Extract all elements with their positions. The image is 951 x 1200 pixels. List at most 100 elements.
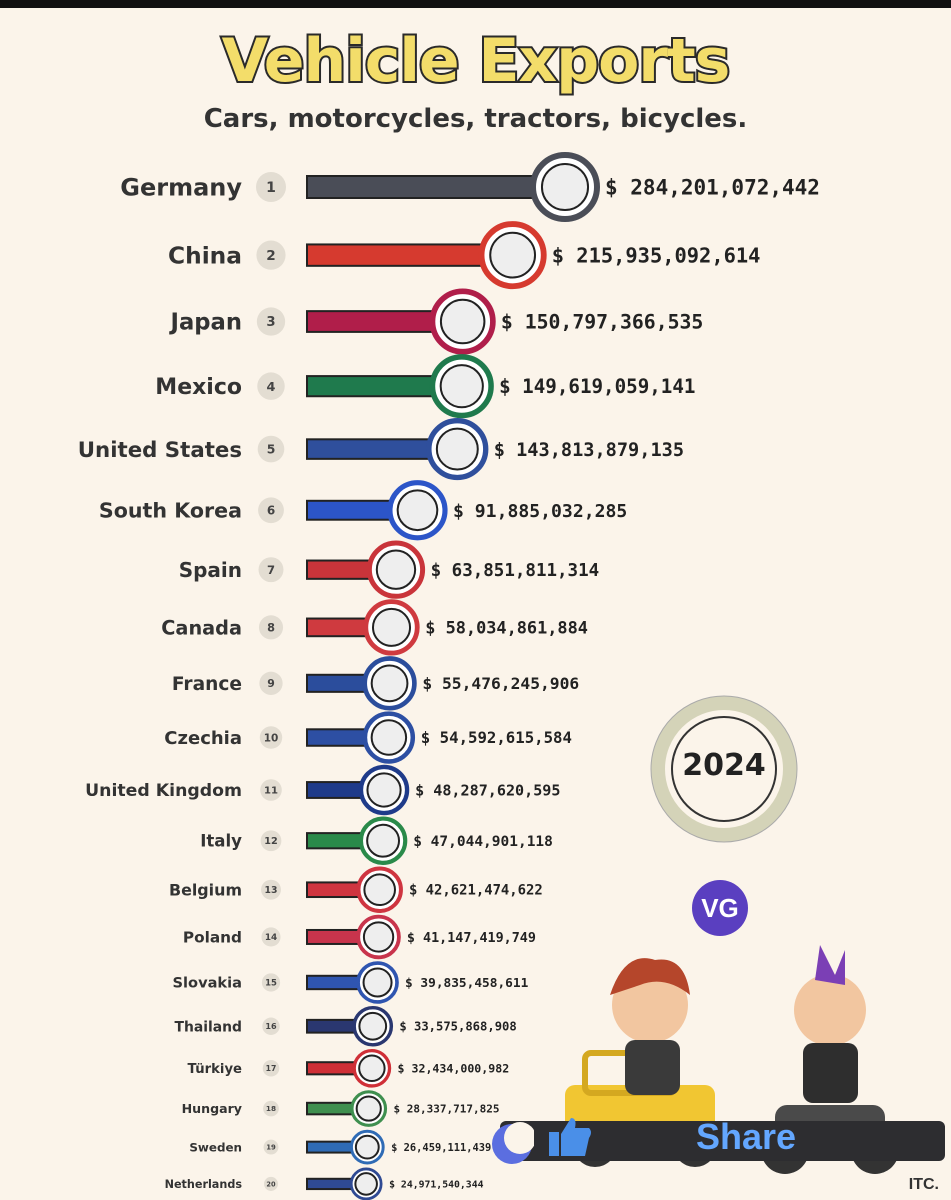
flag-inner bbox=[358, 1054, 386, 1082]
year-ring bbox=[650, 695, 798, 843]
value-label: $ 58,034,861,884 bbox=[425, 617, 588, 637]
flag-inner bbox=[362, 921, 395, 953]
rank-badge bbox=[261, 927, 281, 947]
rank-badge bbox=[261, 973, 281, 992]
rank-badge bbox=[260, 779, 282, 801]
flag-inner bbox=[439, 298, 486, 345]
rank-label: 17 bbox=[266, 1064, 277, 1073]
flag-inner bbox=[371, 607, 412, 647]
rank-badge bbox=[258, 615, 284, 640]
bar-row: Japan 3 $ 150,797,366,535 bbox=[169, 288, 703, 355]
bar-row: Italy 12 $ 47,044,901,118 bbox=[200, 816, 553, 865]
rank-badge bbox=[256, 172, 286, 202]
moon-icon bbox=[492, 1122, 534, 1164]
value-label: $ 284,201,072,442 bbox=[605, 176, 820, 200]
rank-label: 3 bbox=[266, 315, 275, 330]
bar-row: Netherlands 20 $ 24,971,540,344 bbox=[165, 1167, 484, 1200]
bar-row: Canada 8 $ 58,034,861,884 bbox=[161, 599, 588, 656]
rank-label: 15 bbox=[265, 979, 277, 989]
rank-badge bbox=[263, 1100, 279, 1117]
rank-badge bbox=[258, 557, 284, 583]
bar-row: China 2 $ 215,935,092,614 bbox=[168, 221, 761, 290]
rank-badge bbox=[256, 307, 286, 336]
rank-label: 9 bbox=[267, 677, 275, 690]
flag-inner bbox=[366, 772, 402, 808]
bar-row: Mexico 4 $ 149,619,059,141 bbox=[155, 354, 695, 419]
flag-inner bbox=[363, 873, 396, 907]
top-border bbox=[0, 0, 951, 8]
country-label: Poland bbox=[183, 928, 242, 946]
bar-row: Spain 7 $ 63,851,811,314 bbox=[179, 540, 600, 599]
value-label: $ 55,476,245,906 bbox=[422, 674, 579, 693]
value-label: $ 143,813,879,135 bbox=[494, 440, 684, 461]
thumbs-up-icon[interactable] bbox=[545, 1112, 595, 1162]
bar-row: Türkiye 17 $ 32,434,000,982 bbox=[188, 1048, 510, 1088]
country-label: Italy bbox=[200, 832, 242, 851]
rank-label: 1 bbox=[266, 180, 276, 196]
country-label: South Korea bbox=[99, 499, 242, 523]
rank-label: 20 bbox=[266, 1180, 276, 1188]
country-label: Belgium bbox=[169, 880, 242, 899]
value-label: $ 39,835,458,611 bbox=[405, 976, 529, 991]
flag-inner bbox=[366, 823, 401, 858]
country-label: United Kingdom bbox=[85, 781, 242, 801]
rank-badge bbox=[259, 671, 283, 695]
value-label: $ 24,971,540,344 bbox=[389, 1179, 483, 1190]
bar-row: Poland 14 $ 41,147,419,749 bbox=[183, 914, 536, 960]
rank-badge bbox=[261, 879, 281, 900]
rank-badge bbox=[256, 240, 286, 270]
chart-subtitle: Cars, motorcycles, tractors, bicycles. bbox=[203, 104, 748, 134]
rank-label: 13 bbox=[265, 885, 278, 896]
rank-badge bbox=[258, 497, 284, 524]
flag-inner bbox=[396, 489, 439, 532]
rank-label: 16 bbox=[265, 1021, 277, 1031]
bar-row: United States 5 $ 143,813,879,135 bbox=[78, 418, 684, 481]
year-label: 2024 bbox=[682, 748, 766, 783]
flag-inner bbox=[375, 549, 417, 590]
country-label: Mexico bbox=[155, 375, 242, 400]
rank-label: 10 bbox=[264, 732, 279, 744]
bar-row: United Kingdom 11 $ 48,287,620,595 bbox=[85, 764, 560, 816]
flag-inner bbox=[358, 1011, 388, 1041]
country-label: United States bbox=[78, 438, 242, 463]
bar-row: Sweden 19 $ 26,459,111,439 bbox=[189, 1129, 491, 1165]
rank-label: 7 bbox=[267, 563, 275, 577]
value-label: $ 28,337,717,825 bbox=[394, 1103, 500, 1116]
flag-inner bbox=[489, 231, 537, 279]
rank-badge bbox=[260, 830, 282, 852]
country-label: Türkiye bbox=[188, 1062, 243, 1077]
bar bbox=[306, 175, 566, 199]
country-label: Netherlands bbox=[165, 1178, 243, 1191]
bar-row: Germany 1 $ 284,201,072,442 bbox=[120, 152, 820, 222]
bar-row: Hungary 18 $ 28,337,717,825 bbox=[182, 1090, 500, 1127]
value-label: $ 149,619,059,141 bbox=[499, 375, 695, 398]
value-label: $ 33,575,868,908 bbox=[399, 1020, 516, 1034]
value-label: $ 48,287,620,595 bbox=[415, 781, 560, 799]
rank-label: 2 bbox=[266, 248, 275, 264]
rank-label: 6 bbox=[267, 504, 275, 518]
flag-inner bbox=[355, 1095, 382, 1122]
value-label: $ 215,935,092,614 bbox=[552, 243, 761, 267]
flag-inner bbox=[362, 967, 393, 998]
country-label: France bbox=[172, 674, 242, 695]
rank-badge bbox=[259, 726, 283, 749]
share-button[interactable]: Share bbox=[696, 1116, 797, 1157]
vg-logo: VG bbox=[692, 880, 748, 936]
value-label: $ 42,621,474,622 bbox=[409, 883, 543, 899]
country-label: China bbox=[168, 243, 242, 270]
rank-label: 5 bbox=[267, 442, 276, 457]
value-label: $ 32,434,000,982 bbox=[398, 1061, 510, 1075]
rank-label: 14 bbox=[265, 933, 277, 943]
country-label: Czechia bbox=[164, 728, 242, 749]
country-label: Japan bbox=[169, 310, 242, 336]
value-label: $ 54,592,615,584 bbox=[421, 728, 572, 747]
country-label: Germany bbox=[120, 174, 242, 202]
rank-badge bbox=[262, 1017, 280, 1035]
flag-inner bbox=[354, 1172, 378, 1196]
bar-row: Slovakia 15 $ 39,835,458,611 bbox=[173, 961, 529, 1004]
value-label: $ 63,851,811,314 bbox=[431, 561, 600, 581]
bar-row: Czechia 10 $ 54,592,615,584 bbox=[164, 711, 572, 764]
rank-label: 12 bbox=[264, 836, 277, 847]
country-label: Canada bbox=[161, 616, 242, 639]
